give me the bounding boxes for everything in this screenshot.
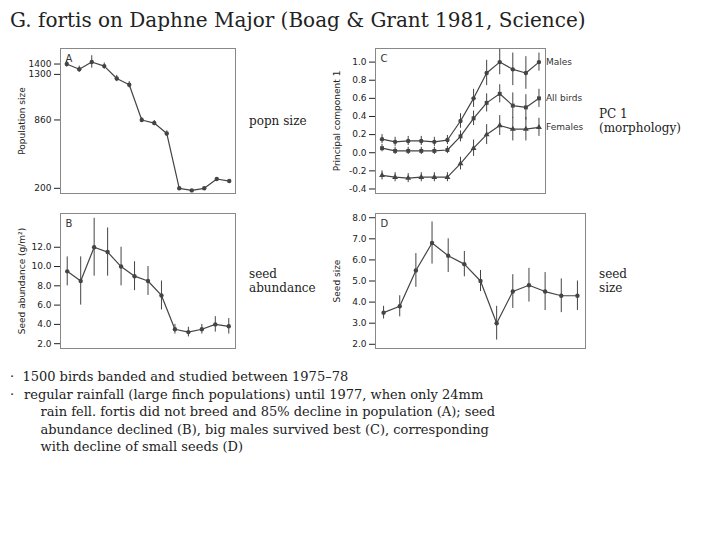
svg-text:Males: Males	[546, 57, 572, 67]
svg-text:6.0: 6.0	[37, 300, 52, 310]
svg-text:Females: Females	[546, 122, 584, 132]
svg-text:2.0: 2.0	[352, 339, 367, 349]
svg-text:A: A	[66, 53, 73, 64]
svg-text:12.0: 12.0	[31, 242, 51, 252]
svg-text:200: 200	[34, 183, 51, 193]
svg-text:2.0: 2.0	[37, 339, 52, 349]
html-text:popn size: popn size	[249, 113, 307, 128]
svg-text:0.6: 0.6	[352, 93, 367, 103]
svg-text:4.0: 4.0	[37, 319, 52, 329]
svg-text:All birds: All birds	[546, 93, 582, 103]
svg-text:5.0: 5.0	[352, 276, 367, 286]
svg-text:B: B	[66, 218, 73, 229]
svg-text:8.0: 8.0	[37, 281, 52, 291]
svg-text:7.0: 7.0	[352, 234, 367, 244]
svg-text:0.2: 0.2	[352, 129, 366, 139]
svg-text:860: 860	[34, 115, 51, 125]
svg-text:1.0: 1.0	[352, 57, 367, 67]
svg-text:8.0: 8.0	[352, 213, 367, 223]
svg-text:Population size: Population size	[17, 87, 27, 155]
html-text:seed abundance: seed abundance	[249, 266, 316, 295]
svg-text:10.0: 10.0	[31, 261, 51, 271]
html-text:PC 1 (morphology): PC 1 (morphology)	[599, 106, 681, 135]
svg-text:0.8: 0.8	[352, 75, 367, 85]
svg-text:4.0: 4.0	[352, 297, 367, 307]
svg-text:Seed abundance (g/m²): Seed abundance (g/m²)	[17, 228, 27, 334]
svg-text:Principal component 1: Principal component 1	[332, 71, 342, 172]
svg-text:-0.2: -0.2	[349, 166, 367, 176]
svg-text:6.0: 6.0	[352, 255, 367, 265]
html-text:seed size: seed size	[599, 266, 627, 295]
svg-text:Seed size: Seed size	[332, 259, 342, 302]
svg-text:C: C	[381, 53, 388, 64]
svg-text:3.0: 3.0	[352, 318, 367, 328]
svg-text:-0.4: -0.4	[349, 184, 367, 194]
html-text:regular rainfall (large finch: regular rainfall (large finch population…	[24, 386, 496, 455]
html-text:G. fortis on Daphne Major (Boa: G. fortis on Daphne Major (Boag & Grant …	[10, 8, 586, 32]
html-text:· 1500 birds banded and studie: · 1500 birds banded and studied between …	[10, 369, 349, 384]
svg-text:0.4: 0.4	[352, 111, 367, 121]
svg-text:0.0: 0.0	[352, 148, 367, 158]
svg-text:1400: 1400	[29, 59, 52, 69]
svg-text:D: D	[381, 218, 389, 229]
svg-text:1300: 1300	[29, 69, 52, 79]
